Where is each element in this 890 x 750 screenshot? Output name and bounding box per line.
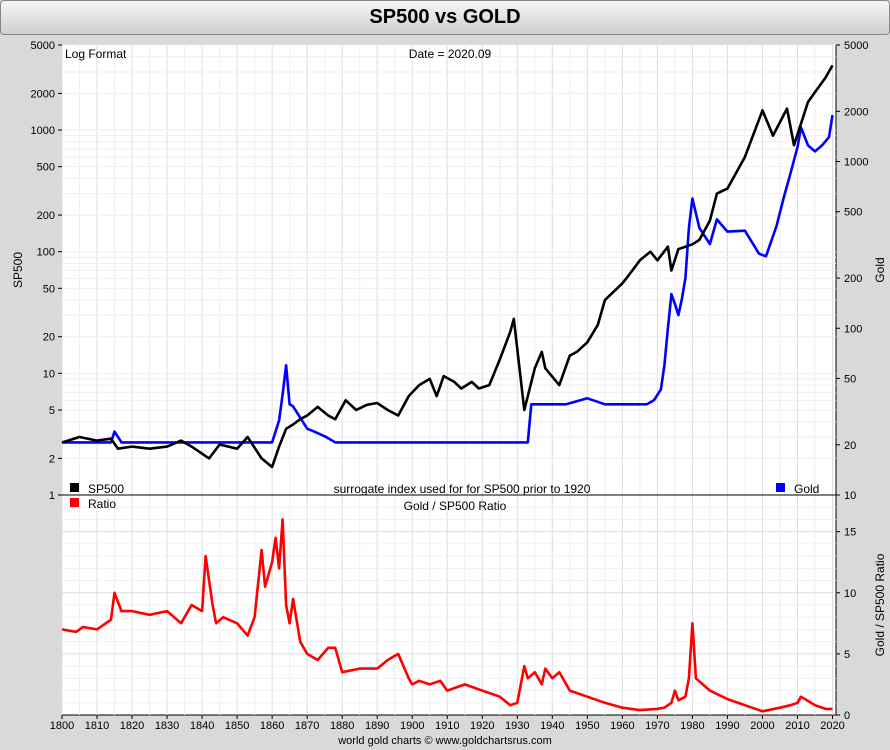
y-tick-label: 20 bbox=[43, 332, 55, 344]
x-tick-label: 1860 bbox=[260, 720, 284, 732]
ratio-tick-label: 15 bbox=[844, 527, 856, 539]
ratio-series-line bbox=[61, 518, 833, 713]
x-tick-label: 1820 bbox=[120, 720, 144, 732]
y-tick-label: 5 bbox=[49, 405, 55, 417]
y2-tick-label: 20 bbox=[844, 440, 856, 452]
x-tick-label: 1930 bbox=[505, 720, 529, 732]
y-tick-label: 500 bbox=[37, 162, 55, 174]
x-tick-label: 1890 bbox=[365, 720, 389, 732]
x-tick-label: 1960 bbox=[610, 720, 634, 732]
legend-gold-label: Gold bbox=[794, 482, 819, 496]
legend-ratio-label: Ratio bbox=[88, 497, 116, 511]
y2-tick-label: 10 bbox=[844, 490, 856, 502]
y2-tick-label: 2000 bbox=[844, 106, 868, 118]
x-tick-label: 1980 bbox=[680, 720, 704, 732]
x-tick-label: 1900 bbox=[400, 720, 424, 732]
title-bar: SP500 vs GOLD bbox=[0, 0, 890, 35]
date-note: Date = 2020.09 bbox=[409, 47, 492, 61]
y-tick-label: 2000 bbox=[31, 88, 55, 100]
y-tick-label: 1000 bbox=[31, 125, 55, 137]
x-tick-label: 1850 bbox=[225, 720, 249, 732]
log-format-note: Log Format bbox=[65, 47, 127, 61]
x-tick-label: 1990 bbox=[715, 720, 739, 732]
y-tick-label: 10 bbox=[43, 368, 55, 380]
surrogate-note: surrogate index used for for SP500 prior… bbox=[334, 482, 591, 496]
ratio-tick-label: 5 bbox=[844, 649, 850, 661]
x-tick-label: 1840 bbox=[190, 720, 214, 732]
x-tick-label: 1880 bbox=[330, 720, 354, 732]
legend-gold-swatch bbox=[776, 483, 785, 492]
y-tick-label: 100 bbox=[37, 247, 55, 259]
y-tick-label: 5000 bbox=[31, 40, 55, 52]
y-tick-label: 1 bbox=[49, 490, 55, 502]
ratio-tick-label: 10 bbox=[844, 588, 856, 600]
x-tick-label: 2010 bbox=[785, 720, 809, 732]
chart-title: SP500 vs GOLD bbox=[369, 6, 521, 28]
x-tick-label: 1970 bbox=[645, 720, 669, 732]
sp500-series-line bbox=[61, 64, 834, 469]
y2-tick-label: 200 bbox=[844, 273, 862, 285]
y-tick-label: 2 bbox=[49, 453, 55, 465]
series-lines bbox=[61, 64, 834, 713]
y2-tick-label: 50 bbox=[844, 373, 856, 385]
y-axis-label-sp500: SP500 bbox=[11, 252, 25, 288]
y-tick-label: 200 bbox=[37, 210, 55, 222]
x-tick-label: 1920 bbox=[470, 720, 494, 732]
ratio-panel-title: Gold / SP500 Ratio bbox=[404, 499, 507, 513]
y2-tick-label: 5000 bbox=[844, 40, 868, 52]
x-tick-label: 1830 bbox=[155, 720, 179, 732]
gold-series-line bbox=[62, 114, 834, 444]
top-plot-area bbox=[61, 44, 837, 496]
axis-ticks: 1800 1810 1820 1830 1840 1850 1860 1870 1880 1890… bbox=[31, 40, 869, 732]
x-tick-label: 1800 bbox=[50, 720, 74, 732]
legend-sp500-swatch bbox=[70, 483, 79, 492]
x-tick-label: 1870 bbox=[295, 720, 319, 732]
x-tick-label: 1910 bbox=[435, 720, 459, 732]
y2-axis-label-gold: Gold bbox=[873, 257, 887, 282]
x-tick-label: 1950 bbox=[575, 720, 599, 732]
ratio-tick-label: 0 bbox=[844, 710, 850, 722]
x-tick-label: 1810 bbox=[85, 720, 109, 732]
y-tick-label: 50 bbox=[43, 283, 55, 295]
y2-tick-label: 100 bbox=[844, 323, 862, 335]
x-tick-label: 2000 bbox=[750, 720, 774, 732]
x-tick-label: 2020 bbox=[820, 720, 844, 732]
footer-credit: world gold charts © www.goldchartsrus.co… bbox=[337, 735, 552, 747]
y2-tick-label: 500 bbox=[844, 207, 862, 219]
legend-ratio-swatch bbox=[70, 498, 79, 507]
y2-axis-label-ratio: Gold / SP500 Ratio bbox=[873, 553, 887, 656]
x-tick-label: 1940 bbox=[540, 720, 564, 732]
grid bbox=[61, 44, 836, 715]
y2-tick-label: 1000 bbox=[844, 157, 868, 169]
legend-sp500-label: SP500 bbox=[88, 482, 124, 496]
